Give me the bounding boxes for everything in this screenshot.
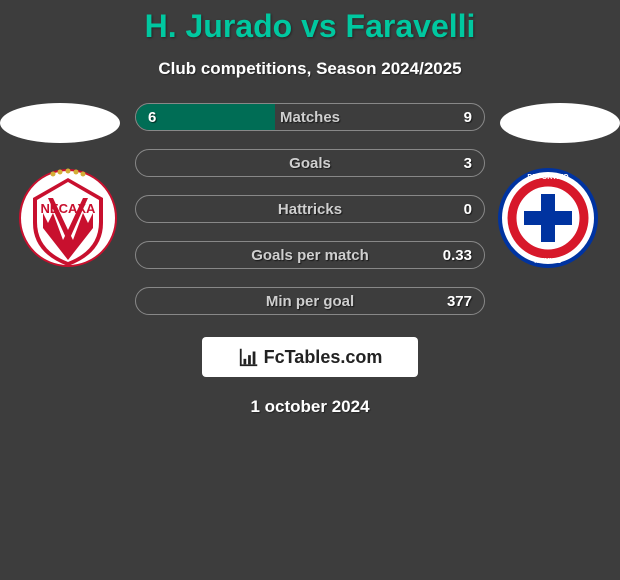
stat-row-goals: Goals 3 bbox=[135, 149, 485, 177]
player-photo-right bbox=[500, 103, 620, 143]
bar-chart-icon bbox=[238, 346, 260, 368]
stat-label: Goals bbox=[136, 150, 484, 177]
stat-value-right: 3 bbox=[464, 150, 472, 177]
stat-bars: 6 Matches 9 Goals 3 Hattricks 0 Goals pe… bbox=[135, 103, 485, 315]
stat-value-right: 0.33 bbox=[443, 242, 472, 269]
stat-value-right: 377 bbox=[447, 288, 472, 315]
stat-label: Min per goal bbox=[136, 288, 484, 315]
page-title: H. Jurado vs Faravelli bbox=[0, 0, 620, 45]
svg-text:DEPORTIVO: DEPORTIVO bbox=[527, 174, 569, 181]
stat-label: Goals per match bbox=[136, 242, 484, 269]
cruz-azul-crest-icon: DEPORTIVO MEXICO bbox=[498, 168, 598, 268]
team-crest-right: DEPORTIVO MEXICO bbox=[498, 168, 598, 268]
stat-row-matches: 6 Matches 9 bbox=[135, 103, 485, 131]
player-photo-left bbox=[0, 103, 120, 143]
comparison-area: NECAXA DEPORTIVO MEXICO 6 Matches 9 bbox=[0, 103, 620, 417]
stat-value-right: 9 bbox=[464, 104, 472, 131]
stat-label: Hattricks bbox=[136, 196, 484, 223]
svg-text:NECAXA: NECAXA bbox=[41, 201, 97, 216]
stat-row-min-per-goal: Min per goal 377 bbox=[135, 287, 485, 315]
page-subtitle: Club competitions, Season 2024/2025 bbox=[0, 59, 620, 79]
necaxa-crest-icon: NECAXA bbox=[18, 168, 118, 268]
date-label: 1 october 2024 bbox=[0, 397, 620, 417]
stat-row-hattricks: Hattricks 0 bbox=[135, 195, 485, 223]
stat-value-right: 0 bbox=[464, 196, 472, 223]
brand-box[interactable]: FcTables.com bbox=[202, 337, 418, 377]
brand-name: FcTables.com bbox=[264, 347, 383, 368]
svg-text:MEXICO: MEXICO bbox=[534, 258, 562, 265]
stat-row-goals-per-match: Goals per match 0.33 bbox=[135, 241, 485, 269]
team-crest-left: NECAXA bbox=[18, 168, 118, 268]
stat-label: Matches bbox=[136, 104, 484, 131]
